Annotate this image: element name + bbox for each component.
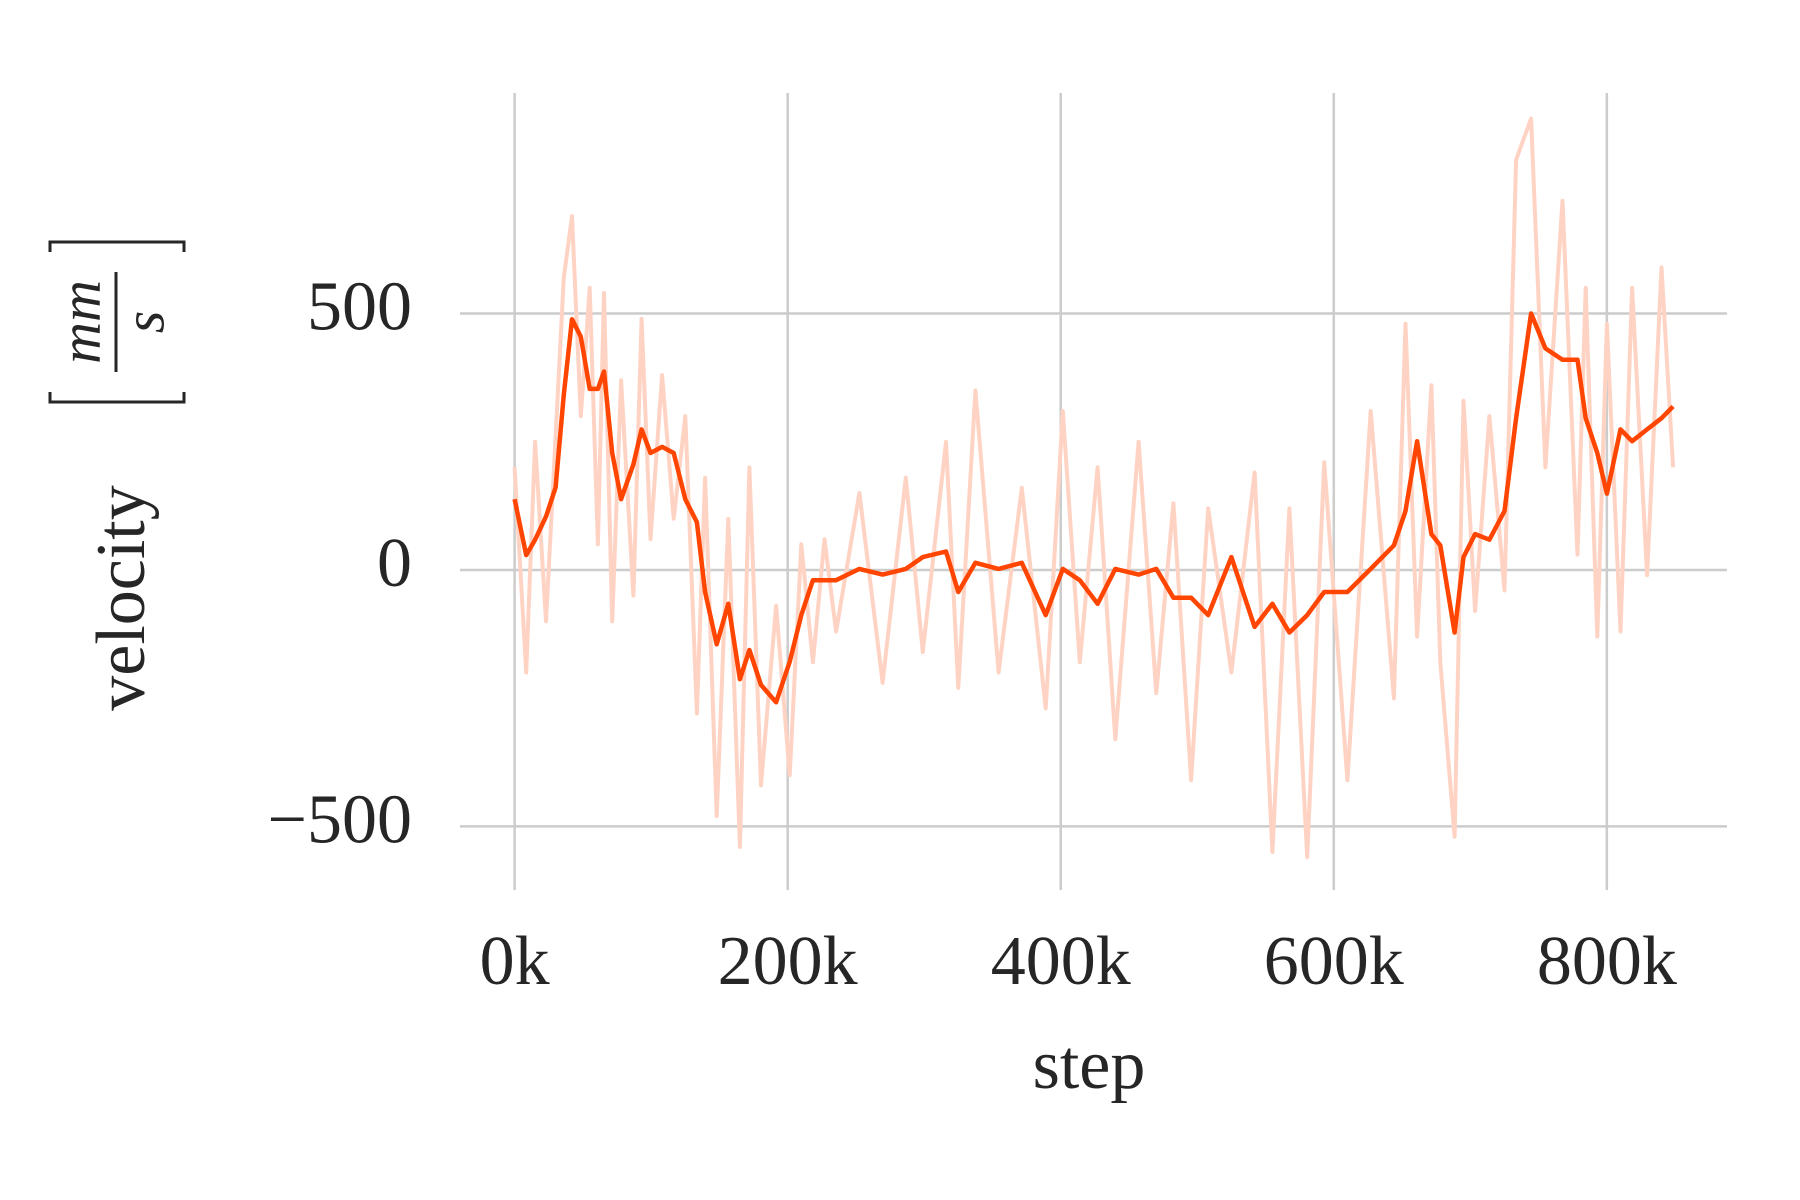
series-line [512,311,1675,705]
y-tick-label: −500 [268,781,412,858]
y-tick-label: 0 [377,525,412,602]
y-tick-label: 500 [307,269,412,346]
y-axis-label-group: velocity mm s [47,240,186,711]
x-tick-label: 0k [480,923,550,1000]
x-axis-label: step [1033,1027,1146,1104]
x-tick-label: 800k [1537,923,1677,1000]
unit-numerator: mm [47,280,112,364]
x-tick-label: 200k [718,923,858,1000]
x-tick-label: 400k [991,923,1131,1000]
y-axis-label: velocity [83,485,160,710]
unit-brackets [48,240,186,404]
series-line [512,116,1676,860]
grid [460,93,1727,890]
x-tick-label: 600k [1264,923,1404,1000]
unit-denominator: s [111,311,176,334]
